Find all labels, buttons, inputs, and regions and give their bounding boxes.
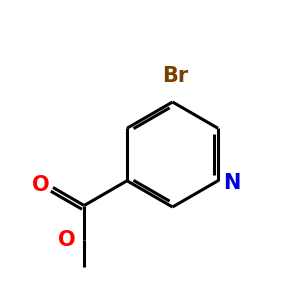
Text: O: O bbox=[58, 230, 75, 250]
Text: N: N bbox=[224, 173, 241, 193]
Text: Br: Br bbox=[162, 66, 188, 86]
Text: O: O bbox=[32, 175, 50, 195]
